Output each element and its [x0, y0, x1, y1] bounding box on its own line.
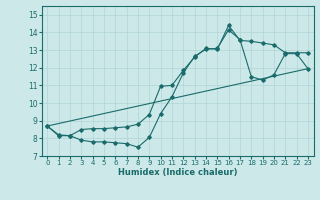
X-axis label: Humidex (Indice chaleur): Humidex (Indice chaleur) [118, 168, 237, 177]
